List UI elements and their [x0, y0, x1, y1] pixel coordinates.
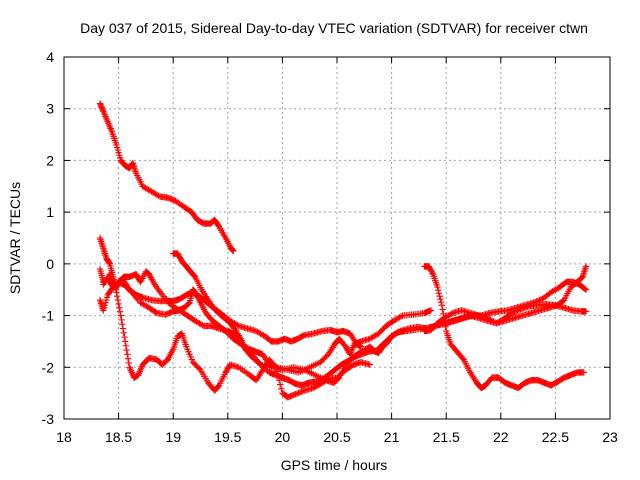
data-point	[357, 343, 365, 350]
data-point	[122, 342, 130, 349]
data-point	[298, 388, 305, 395]
x-tick-label: 19	[165, 429, 181, 445]
x-tick-label: 22	[493, 429, 509, 445]
y-tick-label: 1	[46, 204, 54, 220]
y-tick-label: -3	[42, 411, 55, 427]
data-point	[118, 316, 125, 324]
data-point	[515, 306, 523, 314]
y-tick-label: 0	[46, 256, 54, 272]
series-track-1	[96, 100, 237, 255]
data-point	[434, 283, 441, 291]
y-axis-label: SDTVAR / TECUs	[7, 182, 23, 294]
data-point	[435, 289, 443, 297]
data-point	[397, 313, 405, 320]
data-point	[512, 307, 520, 315]
data-point	[117, 312, 124, 319]
data-point	[125, 359, 132, 367]
data-point	[581, 285, 589, 293]
data-point	[116, 304, 123, 312]
data-point	[116, 308, 124, 315]
x-tick-label: 21	[384, 429, 400, 445]
data-point	[366, 361, 373, 368]
data-point	[152, 308, 159, 316]
data-point	[438, 302, 446, 309]
x-tick-label: 20	[275, 429, 291, 445]
data-point	[299, 387, 306, 395]
data-point	[124, 355, 132, 362]
data-point	[123, 346, 130, 354]
data-point	[155, 192, 162, 199]
data-point	[121, 338, 129, 345]
y-tick-labels: -3 -2 -1 0 1 2 3 4	[42, 49, 55, 427]
data-point	[196, 365, 203, 372]
data-point	[437, 299, 445, 306]
x-tick-label: 21.5	[433, 429, 460, 445]
plot-frame	[63, 56, 611, 420]
data-series	[96, 100, 590, 401]
data-point	[199, 321, 206, 329]
data-point	[582, 286, 590, 293]
data-point	[439, 306, 446, 313]
data-point	[427, 307, 435, 314]
data-point	[124, 351, 131, 358]
x-tick-label: 18	[56, 429, 72, 445]
x-tick-label: 20.5	[323, 429, 350, 445]
data-point	[436, 292, 443, 300]
data-point	[234, 321, 241, 329]
data-point	[448, 310, 455, 318]
y-tick-label: -2	[42, 359, 55, 375]
data-point	[580, 369, 587, 376]
chart-title: Day 037 of 2015, Sidereal Day-to-day VTE…	[80, 20, 588, 36]
y-tick-label: -1	[42, 308, 55, 324]
data-point	[511, 308, 518, 315]
data-point	[120, 329, 127, 337]
x-tick-label: 23	[602, 429, 618, 445]
data-point	[295, 389, 302, 397]
data-point	[277, 381, 284, 388]
data-point	[114, 296, 122, 304]
data-point	[293, 390, 301, 397]
x-axis-label: GPS time / hours	[281, 457, 388, 473]
data-point	[509, 309, 517, 316]
series-track-8	[421, 300, 590, 335]
data-point	[429, 269, 436, 277]
y-tick-label: 4	[46, 49, 54, 65]
x-tick-labels: 18 18.5 19 19.5 20 20.5 21 21.5 22 22.5 23	[56, 429, 618, 445]
data-point	[514, 307, 521, 314]
grid-lines	[64, 57, 610, 419]
data-point	[115, 300, 122, 308]
data-point	[582, 263, 590, 270]
x-tick-label: 19.5	[214, 429, 241, 445]
data-point	[185, 300, 192, 307]
data-point	[278, 385, 285, 393]
data-point	[508, 309, 515, 317]
series-track-5	[100, 271, 365, 350]
data-point	[230, 247, 237, 255]
y-tick-label: 3	[46, 101, 54, 117]
data-point	[119, 325, 127, 332]
series-track-7	[421, 263, 587, 392]
data-point	[442, 323, 449, 330]
data-point	[582, 308, 590, 315]
data-point	[434, 286, 442, 294]
x-tick-label: 18.5	[105, 429, 132, 445]
data-point	[437, 295, 444, 303]
data-point	[459, 355, 466, 362]
x-tick-label: 22.5	[542, 429, 569, 445]
data-point	[119, 320, 126, 328]
data-point	[296, 389, 304, 396]
y-tick-label: 2	[46, 152, 54, 168]
data-point	[292, 390, 299, 398]
data-point	[121, 333, 128, 341]
data-point	[113, 292, 121, 300]
